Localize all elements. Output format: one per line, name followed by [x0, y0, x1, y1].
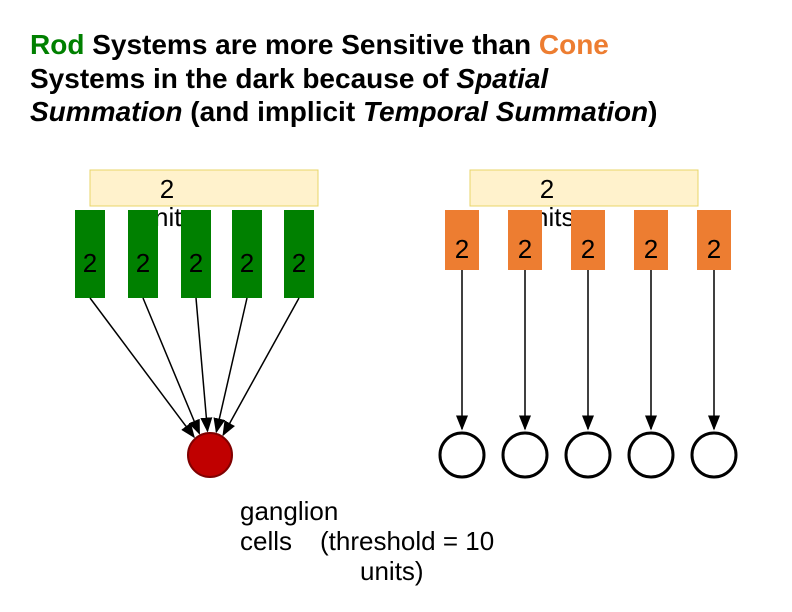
cone-ganglion-cell [440, 433, 484, 477]
label-ganglion: ganglion [240, 496, 338, 526]
cone-value: 2 [518, 234, 532, 264]
rod-value: 2 [292, 248, 306, 278]
cone-ganglion-cell [692, 433, 736, 477]
diagram-svg: 2units222222units22222ganglioncells(thre… [0, 0, 792, 612]
left-units-top: 2 [160, 174, 174, 204]
convergence-arrow [90, 298, 194, 437]
cone-ganglion-cell [503, 433, 547, 477]
cone-value: 2 [707, 234, 721, 264]
label-threshold: (threshold = 10 [320, 526, 494, 556]
rod-value: 2 [83, 248, 97, 278]
convergence-arrow [216, 298, 247, 432]
rod-value: 2 [189, 248, 203, 278]
cone-value: 2 [581, 234, 595, 264]
label-units: units) [360, 556, 424, 586]
cone-ganglion-cell [629, 433, 673, 477]
convergence-arrow [223, 298, 299, 435]
rod-ganglion-cell [188, 433, 232, 477]
right-light-box [470, 170, 698, 206]
label-cells: cells [240, 526, 292, 556]
rod-value: 2 [136, 248, 150, 278]
convergence-arrow [196, 298, 208, 431]
right-units-top: 2 [540, 174, 554, 204]
convergence-arrow [143, 298, 199, 434]
cone-value: 2 [644, 234, 658, 264]
rod-value: 2 [240, 248, 254, 278]
left-light-box [90, 170, 318, 206]
cone-ganglion-cell [566, 433, 610, 477]
cone-value: 2 [455, 234, 469, 264]
